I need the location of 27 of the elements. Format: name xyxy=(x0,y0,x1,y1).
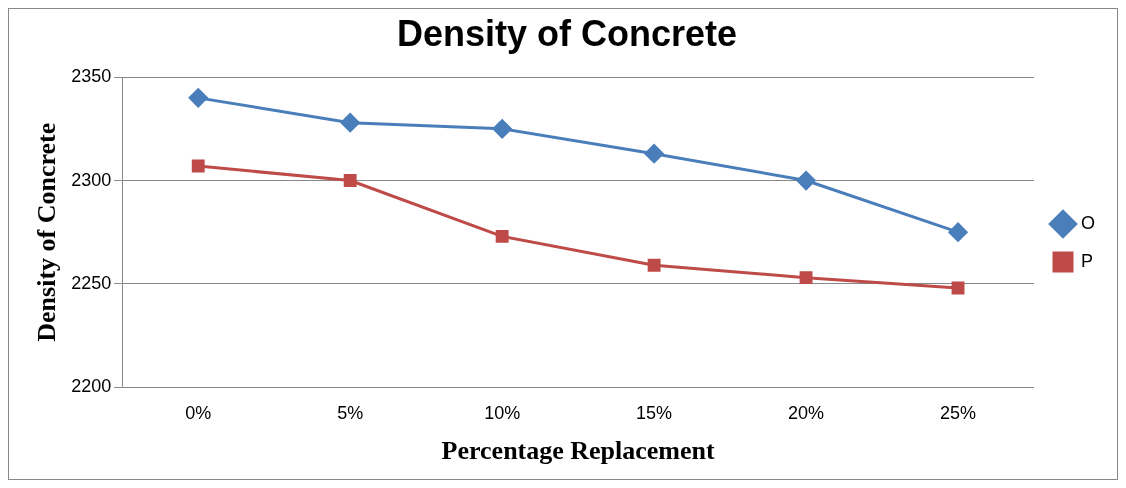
point xyxy=(188,88,208,108)
point xyxy=(191,159,205,173)
point xyxy=(948,222,968,242)
point xyxy=(340,113,360,133)
x-tick-label: 15% xyxy=(636,402,673,423)
point xyxy=(343,174,357,187)
point xyxy=(796,171,816,191)
point xyxy=(647,258,661,272)
x-tick-label: 5% xyxy=(337,402,364,423)
y-tick-label: 2350 xyxy=(71,66,112,87)
point xyxy=(644,144,664,164)
x-tick-label: 0% xyxy=(185,402,212,423)
x-tick-label: 25% xyxy=(940,402,977,423)
x-axis-title: Percentage Replacement xyxy=(441,436,716,466)
y-tick-label: 2200 xyxy=(71,376,112,397)
point xyxy=(495,229,509,243)
y-axis-title: Density of Concrete xyxy=(32,122,62,342)
y-tick-label: 2250 xyxy=(71,272,112,293)
x-tick-label: 20% xyxy=(788,402,825,423)
legend-label: P xyxy=(1081,250,1094,271)
legend-label: O xyxy=(1081,212,1096,233)
point xyxy=(799,271,813,285)
chart-title: Density of Concrete xyxy=(396,12,738,54)
point xyxy=(492,119,512,139)
y-tick-label: 2300 xyxy=(71,169,112,190)
point xyxy=(951,281,965,295)
x-tick-label: 10% xyxy=(484,402,521,423)
